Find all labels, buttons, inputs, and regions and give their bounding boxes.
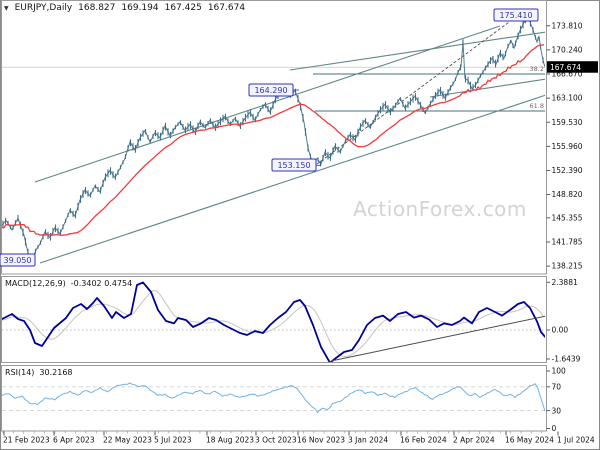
macd-tick-label: 0.00: [552, 326, 569, 335]
callout-text: 175.410: [499, 11, 532, 20]
date-label: 18 Aug 2023: [206, 436, 254, 445]
price-tick-label: 173.810: [552, 21, 583, 30]
price-tick-label: 166.670: [552, 70, 583, 79]
price-tick-label: 170.240: [552, 46, 583, 55]
price-callout-175.410[interactable]: 175.410: [493, 8, 539, 22]
indicator-axes[interactable]: 2.3881 0.00 -1.6439 100 70 30 0: [546, 278, 581, 433]
callout-box: [271, 158, 317, 172]
date-label: 22 May 2023: [103, 436, 152, 445]
macd-tick-label: -1.6439: [552, 355, 581, 364]
price-callout-164.290[interactable]: 164.290: [248, 83, 299, 97]
price-callout-153.150[interactable]: 153.150: [271, 158, 321, 172]
price-tick-label: 145.355: [552, 213, 583, 222]
fib-level-label-38.2: 38.2: [530, 65, 544, 73]
price-tick-label: 141.785: [552, 238, 583, 247]
current-price-box: [547, 61, 598, 73]
rsi-tick-label: 100: [552, 367, 567, 376]
rsi-line: [2, 382, 545, 414]
rsi-tick-label: 0: [552, 424, 557, 433]
fib-level-label-61.8: 61.8: [530, 102, 544, 110]
date-label: 16 May 2024: [505, 436, 554, 445]
symbol-dropdown-icon[interactable]: ▼: [4, 4, 9, 12]
price-tick-label: 159.530: [552, 118, 583, 127]
date-label: 6 Apr 2023: [53, 436, 95, 445]
price-bars: [2, 12, 544, 261]
rsi-panel[interactable]: [1, 365, 547, 432]
channel-upper-trendline[interactable]: [34, 25, 501, 183]
price-axis[interactable]: 173.810 170.240 166.670 163.100 159.530 155.9…: [546, 21, 599, 271]
callout-text: 153.150: [277, 161, 310, 170]
channel2-upper-trendline[interactable]: [289, 31, 546, 71]
date-label: 16 Feb 2024: [400, 436, 447, 445]
moving-average-line[interactable]: [2, 44, 545, 237]
callout-text: 164.290: [254, 86, 287, 95]
callout-text: 39.050: [4, 256, 32, 265]
watermark: ActionForex.com: [353, 197, 527, 221]
date-axis[interactable]: 21 Feb 2023 6 Apr 2023 22 May 2023 5 Jul 20…: [2, 431, 595, 445]
callout-box: [248, 83, 294, 97]
main-chart-group: 38.2 61.8: [2, 12, 546, 264]
rally-dashed-trendline[interactable]: [312, 13, 521, 168]
callout-box: [493, 8, 539, 22]
rsi-tick-label: 70: [552, 382, 562, 391]
price-tick-label: 138.215: [552, 262, 583, 271]
price-callout-39.050[interactable]: 39.050: [0, 253, 36, 267]
macd-tick-label: 2.3881: [552, 278, 578, 287]
date-label: 3 Jan 2024: [348, 436, 388, 445]
rsi-tick-label: 30: [552, 406, 562, 415]
price-tick-label: 148.820: [552, 190, 583, 199]
rsi-group: [2, 382, 545, 414]
channel2-lower-trendline[interactable]: [429, 78, 546, 98]
date-label: 16 Nov 2023: [297, 436, 345, 445]
callout-box: [0, 253, 36, 267]
macd-group: [2, 281, 546, 362]
macd-panel[interactable]: [1, 276, 547, 363]
date-label: 3 Oct 2023: [255, 436, 297, 445]
channel-lower-trendline[interactable]: [39, 94, 546, 264]
price-tick-label: 155.960: [552, 142, 583, 151]
price-tick-label: 163.100: [552, 94, 583, 103]
date-label: 1 Jul 2024: [557, 436, 595, 445]
date-label: 2 Apr 2024: [453, 436, 495, 445]
date-label: 5 Jul 2023: [154, 436, 192, 445]
price-tick-label: 152.390: [552, 166, 583, 175]
main-panel[interactable]: [1, 0, 547, 275]
macd-trendline[interactable]: [330, 315, 546, 362]
date-label: 21 Feb 2023: [3, 436, 50, 445]
current-price-text: 167.674: [550, 63, 581, 72]
macd-line: [2, 281, 545, 362]
